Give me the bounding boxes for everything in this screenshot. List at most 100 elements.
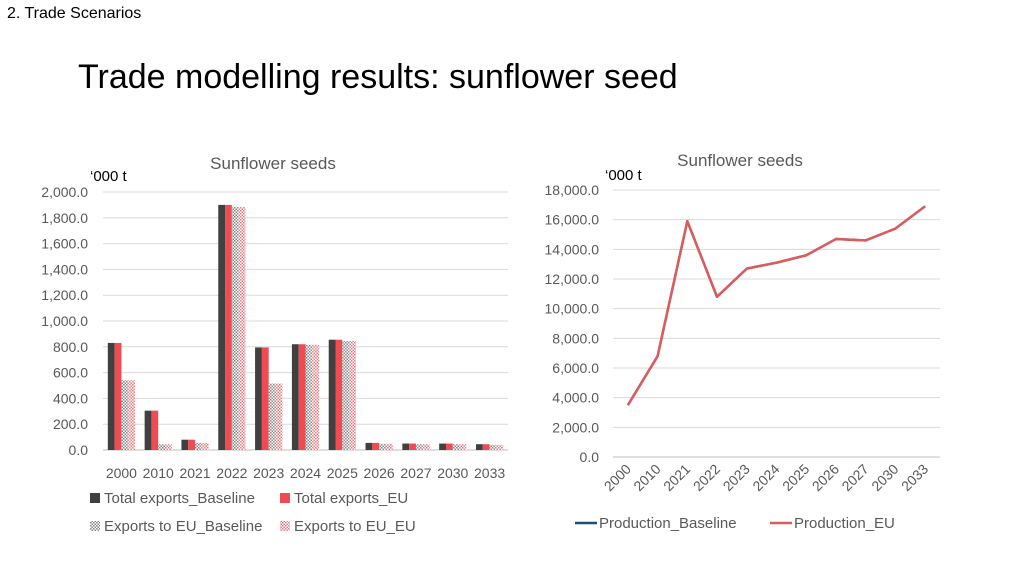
bar-total-exports-eu-2027 — [409, 443, 416, 450]
bar-total-exports-baseline-2022 — [218, 204, 226, 450]
line-x-tick-label: 2033 — [898, 461, 931, 494]
bar-x-tick-label: 2027 — [400, 465, 431, 481]
bar-legend-swatch — [90, 521, 100, 531]
bar-chart-bars — [107, 204, 504, 450]
line-x-tick-label: 2030 — [868, 461, 901, 494]
bar-exports-to-eu-eu-2033 — [496, 444, 504, 450]
line-y-tick-label: 10,000.0 — [545, 301, 600, 317]
bar-legend-swatch — [280, 493, 290, 503]
line-x-tick-label: 2022 — [690, 461, 723, 494]
bar-x-tick-label: 2010 — [143, 465, 174, 481]
bar-y-tick-label: 0.0 — [69, 442, 89, 458]
line-x-tick-label: 2027 — [838, 461, 871, 494]
bar-x-tick-label: 2021 — [179, 465, 210, 481]
bar-total-exports-baseline-2025 — [328, 339, 336, 450]
bar-total-exports-eu-2023 — [261, 347, 269, 450]
bar-total-exports-eu-2030 — [445, 443, 453, 450]
bar-legend-swatch — [90, 493, 100, 503]
line-y-tick-label: 4,000.0 — [552, 390, 599, 406]
bar-x-tick-label: 2033 — [474, 465, 505, 481]
bar-legend-swatch — [280, 521, 290, 531]
bar-chart-unit-label: ‘000 t — [90, 168, 128, 185]
line-production-baseline — [626, 205, 926, 406]
section-label: 2. Trade Scenarios — [7, 5, 142, 22]
line-chart-legend: Production_Baseline Production_EU — [575, 515, 895, 532]
line-x-tick-label: 2010 — [630, 461, 663, 494]
line-chart-unit-label: ‘000 t — [605, 167, 643, 184]
line-x-tick-label: 2000 — [601, 461, 634, 494]
bar-chart-title: Sunflower seeds — [210, 154, 336, 173]
bar-chart-x-axis: 2000 2010 2021 2022 2023 2024 2025 2026 2027 2030… — [106, 465, 506, 481]
bar-chart-legend: Total exports_Baseline Total exports_EU Ex… — [90, 490, 416, 535]
bar-total-exports-eu-2033 — [482, 444, 490, 450]
bar-y-tick-label: 200.0 — [53, 416, 88, 432]
bar-total-exports-baseline-2033 — [475, 444, 483, 450]
bar-exports-to-eu-eu-2021 — [201, 442, 209, 450]
line-y-tick-label: 6,000.0 — [552, 360, 599, 376]
bar-total-exports-baseline-2024 — [291, 344, 299, 450]
bar-total-exports-eu-2021 — [188, 439, 196, 450]
slide-title: Trade modelling results: sunflower seed — [78, 58, 678, 96]
bar-total-exports-eu-2024 — [298, 344, 306, 450]
bar-legend-label: Exports to EU_Baseline — [104, 518, 262, 535]
bar-exports-to-eu-baseline-2026 — [379, 443, 386, 450]
bar-exports-to-eu-baseline-2030 — [452, 444, 460, 450]
line-chart-y-axis: 0.0 2,000.0 4,000.0 6,000.0 8,000.0 10,000.0 1… — [545, 182, 600, 465]
line-chart-x-axis: 2000201020212022202320242025202620272030… — [601, 461, 932, 494]
bar-exports-to-eu-baseline-2022 — [231, 206, 239, 450]
bar-exports-to-eu-eu-2027 — [422, 444, 430, 450]
bar-total-exports-baseline-2030 — [439, 443, 446, 450]
bar-total-exports-eu-2000 — [114, 342, 122, 450]
bar-total-exports-eu-2026 — [372, 442, 380, 450]
line-y-tick-label: 0.0 — [580, 449, 600, 465]
line-x-tick-label: 2024 — [749, 461, 782, 494]
bar-exports-to-eu-eu-2024 — [312, 344, 320, 450]
bar-x-tick-label: 2000 — [106, 465, 137, 481]
line-x-tick-label: 2021 — [660, 461, 693, 494]
bar-total-exports-baseline-2026 — [365, 442, 373, 450]
bar-total-exports-baseline-2021 — [181, 439, 189, 450]
line-y-tick-label: 14,000.0 — [545, 241, 600, 257]
bar-x-tick-label: 2024 — [290, 465, 321, 481]
bar-exports-to-eu-baseline-2033 — [489, 444, 497, 450]
bar-exports-to-eu-baseline-2021 — [195, 442, 202, 450]
bar-exports-to-eu-baseline-2027 — [415, 444, 423, 450]
bar-exports-to-eu-baseline-2023 — [268, 383, 276, 450]
bar-legend-label: Exports to EU_EU — [294, 518, 416, 535]
bar-y-tick-label: 1,600.0 — [41, 236, 88, 252]
line-x-tick-label: 2026 — [809, 461, 842, 494]
bar-y-tick-label: 1,000.0 — [41, 313, 88, 329]
bar-exports-to-eu-eu-2023 — [275, 383, 283, 450]
bar-x-tick-label: 2023 — [253, 465, 284, 481]
bar-chart-y-axis: 0.0 200.0 400.0 600.0 800.0 1,000.0 1,200.0 1,4… — [41, 184, 88, 458]
bar-total-exports-baseline-2023 — [255, 347, 262, 450]
bar-x-tick-label: 2030 — [437, 465, 468, 481]
bar-legend-label: Total exports_EU — [294, 490, 408, 507]
bar-total-exports-eu-2022 — [225, 204, 232, 450]
bar-exports-to-eu-baseline-2000 — [121, 380, 129, 450]
bar-total-exports-eu-2010 — [151, 410, 159, 450]
bar-exports-to-eu-eu-2026 — [385, 443, 393, 450]
line-legend-label: Production_EU — [794, 515, 895, 532]
line-y-tick-label: 2,000.0 — [552, 419, 599, 435]
bar-exports-to-eu-eu-2022 — [238, 206, 246, 450]
line-chart-title: Sunflower seeds — [677, 151, 803, 170]
line-x-tick-label: 2025 — [779, 461, 812, 494]
bar-exports-to-eu-eu-2025 — [349, 340, 356, 450]
bar-y-tick-label: 600.0 — [53, 365, 88, 381]
line-chart-series — [626, 205, 926, 406]
line-y-tick-label: 16,000.0 — [545, 212, 600, 228]
line-chart-gridlines — [613, 189, 940, 458]
bar-total-exports-baseline-2010 — [144, 410, 152, 450]
bar-y-tick-label: 1,400.0 — [41, 261, 88, 277]
bar-y-tick-label: 400.0 — [53, 390, 88, 406]
bar-y-tick-label: 1,800.0 — [41, 210, 88, 226]
bar-exports-to-eu-baseline-2024 — [305, 344, 313, 450]
bar-total-exports-baseline-2000 — [107, 342, 115, 450]
bar-legend-label: Total exports_Baseline — [104, 490, 255, 507]
line-production-eu — [626, 205, 926, 406]
line-legend-label: Production_Baseline — [599, 515, 737, 532]
bar-y-tick-label: 800.0 — [53, 339, 88, 355]
bar-y-tick-label: 1,200.0 — [41, 287, 88, 303]
